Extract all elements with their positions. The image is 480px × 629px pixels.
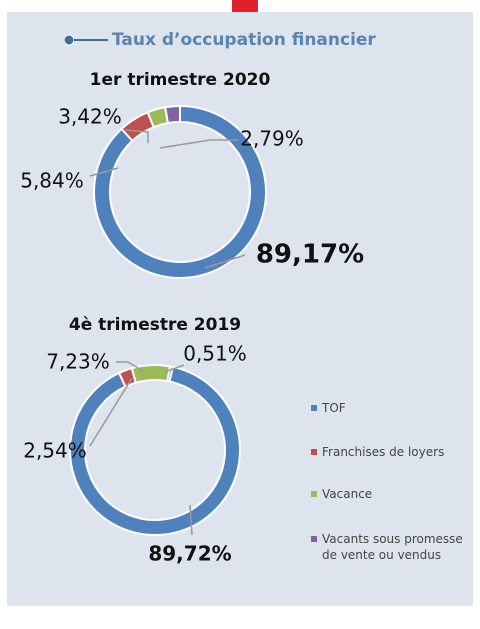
- leader-line: [89, 167, 119, 177]
- header-dot: [63, 34, 75, 46]
- donut-segment: [69, 365, 241, 536]
- legend-item: TOF: [311, 400, 472, 416]
- data-label: 3,42%: [58, 105, 122, 129]
- data-label: 2,54%: [23, 439, 87, 463]
- legend-swatch: [311, 491, 317, 497]
- data-label: 89,17%: [256, 240, 364, 270]
- header-title: Taux d’occupation financier: [112, 30, 376, 50]
- header-accent: [232, 0, 258, 12]
- legend-swatch: [311, 405, 317, 411]
- legend-swatch: [311, 536, 317, 542]
- donut-segment: [93, 104, 267, 279]
- panel: [7, 12, 473, 606]
- leader-line: [159, 139, 238, 149]
- leader-line: [116, 361, 146, 373]
- legend-label: TOF: [322, 401, 346, 415]
- legend-swatch: [311, 449, 317, 455]
- legend-item: Vacants sous promesse de vente ou vendus: [311, 531, 472, 563]
- chart-title: 1er trimestre 2020: [90, 70, 271, 90]
- leader-line: [89, 377, 133, 447]
- legend-label: Franchises de loyers: [322, 445, 445, 459]
- legend-label: Vacance: [322, 487, 373, 501]
- data-label: 5,84%: [20, 169, 84, 193]
- leader-line: [124, 129, 149, 143]
- chart-title: 4è trimestre 2019: [69, 315, 241, 335]
- data-label: 2,79%: [240, 127, 304, 151]
- legend-label: Vacants sous promesse de vente ou vendus: [322, 532, 463, 562]
- leader-line: [164, 364, 185, 373]
- legend-item: Vacance: [311, 486, 472, 502]
- donut-segment: [164, 104, 181, 125]
- data-label: 89,72%: [148, 542, 231, 566]
- legend-item: Franchises de loyers: [311, 444, 472, 460]
- leader-line: [189, 504, 193, 536]
- leader-line: [204, 254, 246, 269]
- data-label: 7,23%: [46, 350, 110, 374]
- data-label: 0,51%: [183, 342, 247, 366]
